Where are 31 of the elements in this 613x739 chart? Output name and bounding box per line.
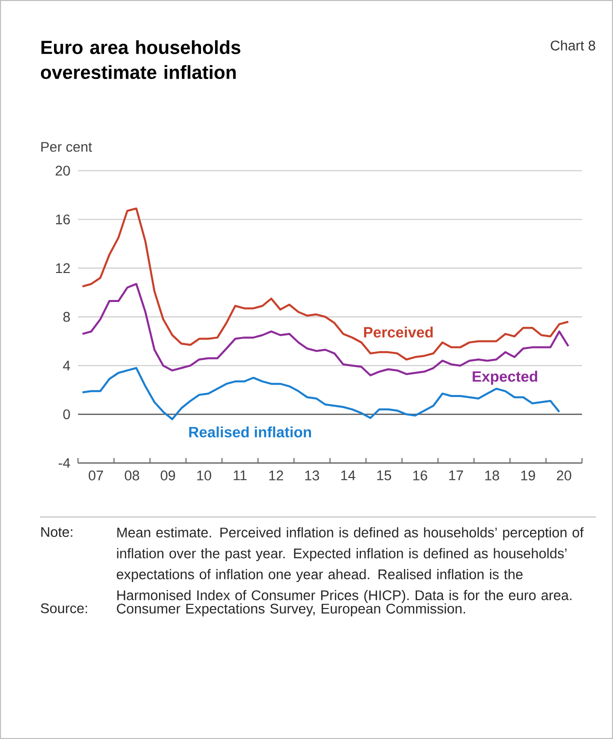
y-tick-label: 20	[56, 166, 70, 176]
x-tick-label: 09	[160, 470, 176, 480]
chart-subtitle: Chart 8	[550, 40, 596, 50]
x-tick-label: 13	[305, 470, 320, 480]
y-tick-label: 8	[63, 312, 70, 322]
x-tick-label: 20	[556, 470, 572, 480]
series-label: Expected	[472, 370, 538, 385]
y-tick-label: -4	[58, 458, 70, 468]
series-label: Realised inflation	[189, 426, 312, 438]
x-tick-label: 16	[413, 470, 428, 480]
source-note: Source:	[40, 603, 87, 614]
y-axis-title: Per cent	[41, 142, 92, 152]
y-tick-label: 12	[56, 263, 70, 274]
y-tick-label: 16	[56, 214, 70, 224]
x-tick-label: 19	[521, 470, 536, 480]
x-tick-label: 10	[197, 470, 212, 480]
series-label: Perceived	[364, 326, 433, 338]
x-tick-label: 07	[88, 470, 104, 480]
x-tick-label: 18	[485, 470, 500, 480]
y-tick-label: 0	[63, 409, 70, 420]
x-tick-label: 08	[124, 470, 140, 480]
x-tick-label: 15	[377, 470, 392, 480]
text: Note:	[41, 527, 72, 537]
y-tick-label: 4	[63, 360, 70, 370]
text: Mean estimate. Perceived inflation is defined as households’ perception of inflation over the past year. Expected inflation is defined as households’ expectations of inflation one year ahead. Realised inflation is the Harmonised Index of Consumer Prices (HICP). Data is for the euro area.	[116, 527, 584, 603]
x-tick-label: 12	[269, 470, 284, 480]
x-tick-label: 14	[341, 470, 356, 480]
text: Consumer Expectations Survey, European Commission.	[116, 603, 465, 616]
chart-title: Euro area households overestimate inflation	[40, 40, 240, 80]
x-tick-label: 11	[234, 470, 247, 480]
x-tick-label: 17	[449, 470, 464, 480]
